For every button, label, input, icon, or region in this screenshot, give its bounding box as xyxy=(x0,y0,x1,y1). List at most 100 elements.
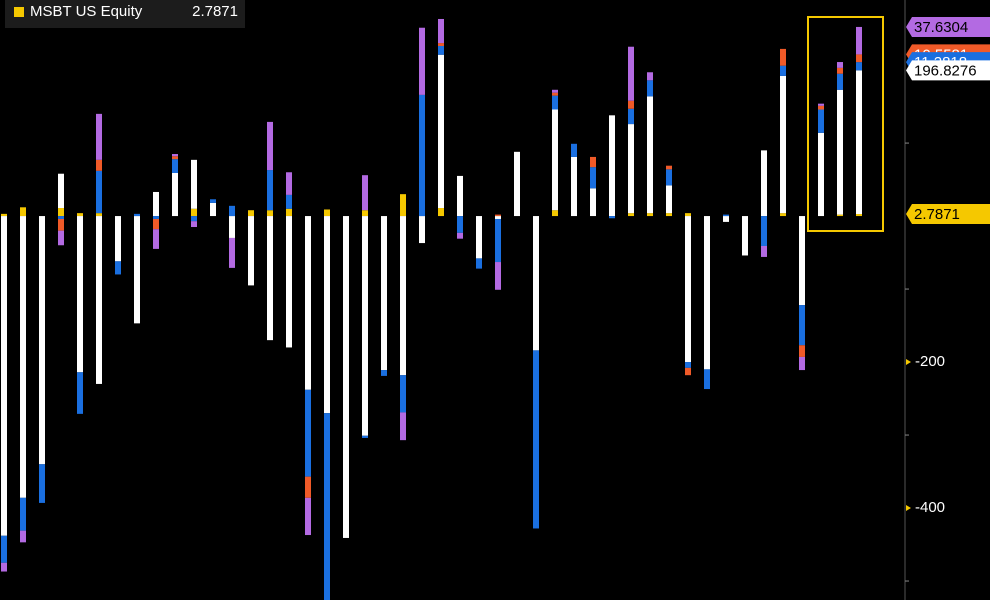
bar-segment xyxy=(400,194,406,217)
y-tick-label: -200 xyxy=(915,353,945,370)
bar-segment xyxy=(1,535,7,563)
bar-segment xyxy=(609,115,615,217)
bar-segment xyxy=(438,208,444,217)
bar-segment xyxy=(495,262,501,290)
bar-segment xyxy=(799,356,805,371)
bar-segment xyxy=(780,213,786,217)
bar-segment xyxy=(761,245,767,257)
bar-segment xyxy=(590,167,596,189)
bar-segment xyxy=(153,229,159,249)
bar-segment xyxy=(400,216,406,376)
bar-segment xyxy=(666,213,672,217)
bar-segment xyxy=(96,113,102,160)
bar-segment xyxy=(609,216,615,219)
bar-segment xyxy=(134,213,140,217)
value-tag-label: 2.7871 xyxy=(914,206,960,223)
bar-segment xyxy=(267,210,273,217)
value-tag xyxy=(906,16,990,37)
bar-segment xyxy=(324,216,330,414)
bar-segment xyxy=(210,202,216,217)
bar-segment xyxy=(400,375,406,413)
bar-segment xyxy=(362,216,368,436)
bar-segment xyxy=(742,216,748,256)
bar-segment xyxy=(685,367,691,376)
bar-segment xyxy=(818,132,824,217)
bar-segment xyxy=(324,209,330,217)
bar-segment xyxy=(799,305,805,346)
bar-segment xyxy=(552,109,558,211)
bar-segment xyxy=(761,150,767,217)
bar-segment xyxy=(1,562,7,572)
legend-swatch xyxy=(14,7,24,17)
bar-segment xyxy=(628,46,634,101)
bar-segment xyxy=(723,214,729,217)
bar-segment xyxy=(837,73,843,90)
bar-segment xyxy=(723,216,729,222)
bar-segment xyxy=(837,89,843,215)
bar-segment xyxy=(856,26,862,55)
bar-segment xyxy=(58,218,64,231)
bar-segment xyxy=(438,18,444,44)
bar-segment xyxy=(115,216,121,262)
bar-segment xyxy=(400,412,406,441)
bar-segment xyxy=(172,154,178,157)
bar-segment xyxy=(96,170,102,214)
bar-segment xyxy=(590,188,596,217)
bar-segment xyxy=(305,389,311,477)
value-tag xyxy=(906,60,990,81)
bar-segment xyxy=(666,185,672,214)
bar-segment xyxy=(438,45,444,55)
bar-segment xyxy=(818,105,824,110)
bar-segment xyxy=(533,350,539,529)
bar-segment xyxy=(20,497,26,531)
bar-segment xyxy=(248,216,254,286)
bar-segment xyxy=(856,214,862,217)
bar-segment xyxy=(495,214,501,217)
value-tag-label: 37.6304 xyxy=(914,19,968,36)
bar-segment xyxy=(267,121,273,171)
value-tag xyxy=(906,204,990,225)
bar-segment xyxy=(495,216,501,219)
bar-segment xyxy=(419,216,425,244)
bar-segment xyxy=(628,100,634,109)
bar-segment xyxy=(96,159,102,171)
bar-segment xyxy=(58,216,64,219)
bar-segment xyxy=(267,216,273,341)
bar-segment xyxy=(172,156,178,160)
bar-segment xyxy=(856,70,862,215)
bar-segment xyxy=(552,89,558,93)
bar-segment xyxy=(837,214,843,217)
bar-segment xyxy=(153,216,159,219)
value-tag-label: 196.8276 xyxy=(914,62,977,79)
y-axis: -400 -200 xyxy=(905,142,945,582)
bar-segment xyxy=(419,27,425,95)
bar-segment xyxy=(229,216,235,238)
bar-segment xyxy=(115,261,121,275)
bar-segment xyxy=(58,208,64,217)
bar-segment xyxy=(1,213,7,217)
bar-segment xyxy=(818,109,824,133)
bar-segment xyxy=(191,216,197,222)
bar-segment xyxy=(457,232,463,239)
bar-segment xyxy=(286,194,292,209)
bar-segment xyxy=(286,208,292,217)
bar-segment xyxy=(571,143,577,157)
bar-segment xyxy=(457,175,463,217)
bar-segment xyxy=(780,75,786,214)
bar-segment xyxy=(229,237,235,268)
bar-segment xyxy=(799,216,805,306)
bar-segment xyxy=(20,530,26,543)
bar-segment xyxy=(495,218,501,263)
bar-segment xyxy=(1,216,7,536)
bar-segment xyxy=(647,72,653,81)
bar-segment xyxy=(856,54,862,63)
bar-segment xyxy=(39,464,45,503)
bar-segment xyxy=(647,213,653,217)
bar-segment xyxy=(666,165,672,170)
bar-segment xyxy=(837,62,843,68)
y-tick-label: -400 xyxy=(915,499,945,516)
bar-segment xyxy=(39,216,45,465)
bar-segment xyxy=(267,170,273,211)
